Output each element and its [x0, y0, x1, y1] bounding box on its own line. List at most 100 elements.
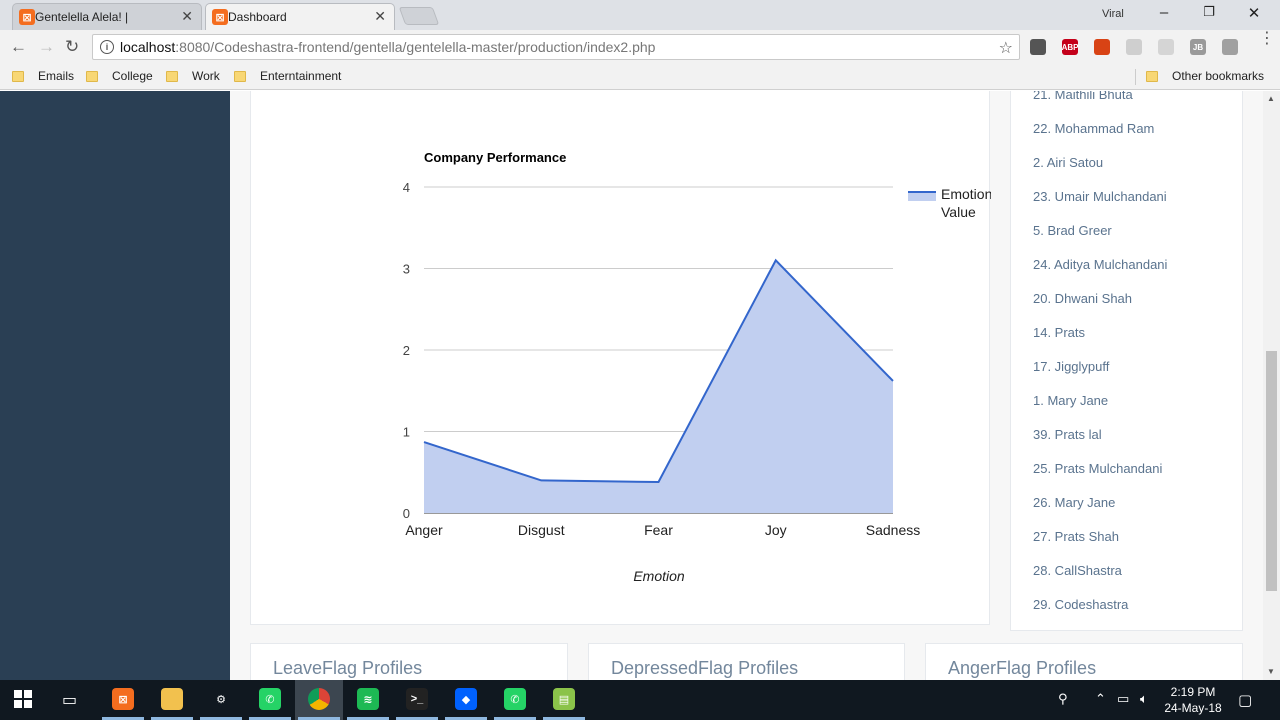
- user-list-item[interactable]: 1. Mary Jane: [1033, 393, 1109, 408]
- xampp-icon: ⊠: [19, 9, 35, 25]
- extension-icon[interactable]: [1158, 39, 1174, 55]
- bookmarks-bar: Emails College Work Enterntainment Other…: [0, 64, 1280, 90]
- bookmark-college[interactable]: College: [86, 69, 153, 83]
- address-bar[interactable]: i localhost:8080/Codeshastra-frontend/ge…: [92, 34, 1020, 60]
- user-list-item[interactable]: 20. Dhwani Shah: [1033, 291, 1133, 306]
- folder-icon: [166, 70, 178, 82]
- volume-icon[interactable]: 🔈︎: [1140, 691, 1148, 706]
- running-indicator: [445, 717, 487, 720]
- whatsapp-icon[interactable]: ✆: [504, 688, 526, 710]
- people-icon[interactable]: ⚲: [1058, 691, 1068, 706]
- y-tick-label: 2: [403, 343, 410, 358]
- user-list-item[interactable]: 28. CallShastra: [1033, 563, 1122, 578]
- user-list-item[interactable]: 27. Prats Shah: [1033, 529, 1119, 544]
- y-tick-label: 4: [403, 180, 410, 195]
- tray-chevron-icon[interactable]: ⌃: [1095, 691, 1106, 706]
- menu-icon[interactable]: ⋮: [1259, 30, 1275, 47]
- whatsapp-icon[interactable]: ✆: [259, 688, 281, 710]
- chart-panel: Company Performance 0 1 2 3 4 Anger Disgust Fe…: [250, 91, 993, 625]
- page-scrollbar[interactable]: ▲ ▼: [1263, 91, 1280, 680]
- minimize-icon[interactable]: –: [1159, 4, 1169, 21]
- clock-date: 24-May-18: [1164, 701, 1222, 715]
- user-list-item[interactable]: 23. Umair Mulchandani: [1033, 189, 1167, 204]
- terminal-icon[interactable]: >_: [406, 688, 428, 710]
- xampp-icon: ⊠: [212, 9, 228, 25]
- bookmark-work[interactable]: Work: [166, 69, 220, 83]
- extension-icon[interactable]: [1030, 39, 1046, 55]
- angerflag-panel: AngerFlag Profiles: [925, 643, 1243, 680]
- scroll-thumb[interactable]: [1266, 351, 1277, 591]
- extension-icon[interactable]: [1126, 39, 1142, 55]
- settings-icon[interactable]: ⚙: [210, 688, 232, 710]
- file-explorer-icon[interactable]: [161, 688, 183, 710]
- spotify-icon[interactable]: ≋: [357, 688, 379, 710]
- reload-icon[interactable]: ↻: [65, 37, 80, 56]
- task-view-icon[interactable]: ▭: [62, 692, 78, 709]
- user-list-item[interactable]: 39. Prats lal: [1033, 427, 1102, 442]
- panel-title: DepressedFlag Profiles: [611, 658, 799, 678]
- legend-label-line1: Emotion: [941, 186, 991, 202]
- close-icon[interactable]: ✕: [374, 8, 386, 24]
- extension-icon[interactable]: [1094, 39, 1110, 55]
- profile-name[interactable]: Viral: [1102, 8, 1124, 20]
- tab-title: Dashboard: [228, 10, 287, 24]
- data-point[interactable]: [421, 439, 427, 445]
- extension-icon[interactable]: [1222, 39, 1238, 55]
- battery-icon[interactable]: ▭: [1117, 691, 1130, 706]
- folder-icon: [12, 70, 24, 82]
- dropbox-icon[interactable]: ◆: [455, 688, 477, 710]
- y-tick-label: 3: [403, 262, 410, 277]
- bookmark-other[interactable]: Other bookmarks: [1146, 69, 1264, 83]
- running-indicator: [200, 717, 242, 720]
- x-category-label: Anger: [405, 522, 443, 538]
- performance-chart: Company Performance 0 1 2 3 4 Anger Disgust Fe…: [403, 150, 993, 584]
- user-list-item[interactable]: 14. Prats: [1033, 325, 1086, 340]
- tab-title: Gentelella Alela! |: [35, 10, 129, 24]
- windows-start-icon[interactable]: [14, 690, 34, 710]
- notepad-plus-icon[interactable]: ▤: [553, 688, 575, 710]
- user-list-item[interactable]: 26. Mary Jane: [1033, 495, 1116, 510]
- bookmark-emails[interactable]: Emails: [12, 69, 74, 83]
- new-tab-button[interactable]: [398, 7, 440, 25]
- user-list-item[interactable]: 2. Airi Satou: [1033, 155, 1104, 170]
- close-icon[interactable]: ✕: [181, 8, 193, 24]
- user-list-panel: 21. Maithili Bhuta 22. Mohammad Ram 2. Air…: [1010, 91, 1243, 631]
- running-indicator: [543, 717, 585, 720]
- running-indicator: [298, 717, 340, 720]
- xampp-icon[interactable]: ⊠: [112, 688, 134, 710]
- bookmark-enterntainment[interactable]: Enterntainment: [234, 69, 341, 83]
- info-icon[interactable]: i: [100, 40, 114, 54]
- chrome-icon[interactable]: [308, 688, 330, 710]
- adblock-plus-icon[interactable]: ABP: [1062, 39, 1078, 55]
- clock[interactable]: 2:19 PM 24-May-18: [1160, 684, 1226, 716]
- back-icon[interactable]: ←: [10, 37, 27, 56]
- user-list-item[interactable]: 24. Aditya Mulchandani: [1033, 257, 1168, 272]
- user-list-item[interactable]: 22. Mohammad Ram: [1033, 121, 1155, 136]
- user-list-item[interactable]: 21. Maithili Bhuta: [1033, 91, 1133, 102]
- legend-label-line2: Value: [941, 204, 976, 220]
- depressedflag-panel: DepressedFlag Profiles: [588, 643, 905, 680]
- user-list-item[interactable]: 29. Codeshastra: [1033, 597, 1129, 612]
- forward-icon[interactable]: →: [38, 37, 55, 56]
- user-list-item[interactable]: 17. Jigglypuff: [1033, 359, 1110, 374]
- bookmark-star-icon[interactable]: ☆: [998, 40, 1013, 57]
- scroll-up-icon[interactable]: ▲: [1267, 94, 1275, 103]
- browser-tab-active[interactable]: ⊠ Dashboard ✕: [205, 3, 395, 30]
- data-point[interactable]: [890, 378, 896, 384]
- restore-icon[interactable]: ❐: [1203, 4, 1215, 19]
- user-list-item[interactable]: 25. Prats Mulchandani: [1033, 461, 1163, 476]
- x-axis-title: Emotion: [633, 568, 685, 584]
- extension-icon[interactable]: JB: [1190, 39, 1206, 55]
- scroll-down-icon[interactable]: ▼: [1267, 667, 1275, 676]
- y-tick-label: 0: [403, 506, 410, 521]
- url-host: localhost: [120, 39, 176, 55]
- data-point[interactable]: [773, 257, 779, 263]
- notifications-icon[interactable]: ▢: [1238, 692, 1253, 709]
- data-point[interactable]: [538, 477, 544, 483]
- close-window-icon[interactable]: ✕: [1247, 5, 1261, 22]
- browser-tab[interactable]: ⊠ Gentelella Alela! | ✕: [12, 3, 202, 30]
- data-point[interactable]: [656, 479, 662, 485]
- user-list-item[interactable]: 5. Brad Greer: [1033, 223, 1112, 238]
- chart-legend: Emotion Value: [908, 186, 992, 220]
- series-line: [423, 258, 894, 484]
